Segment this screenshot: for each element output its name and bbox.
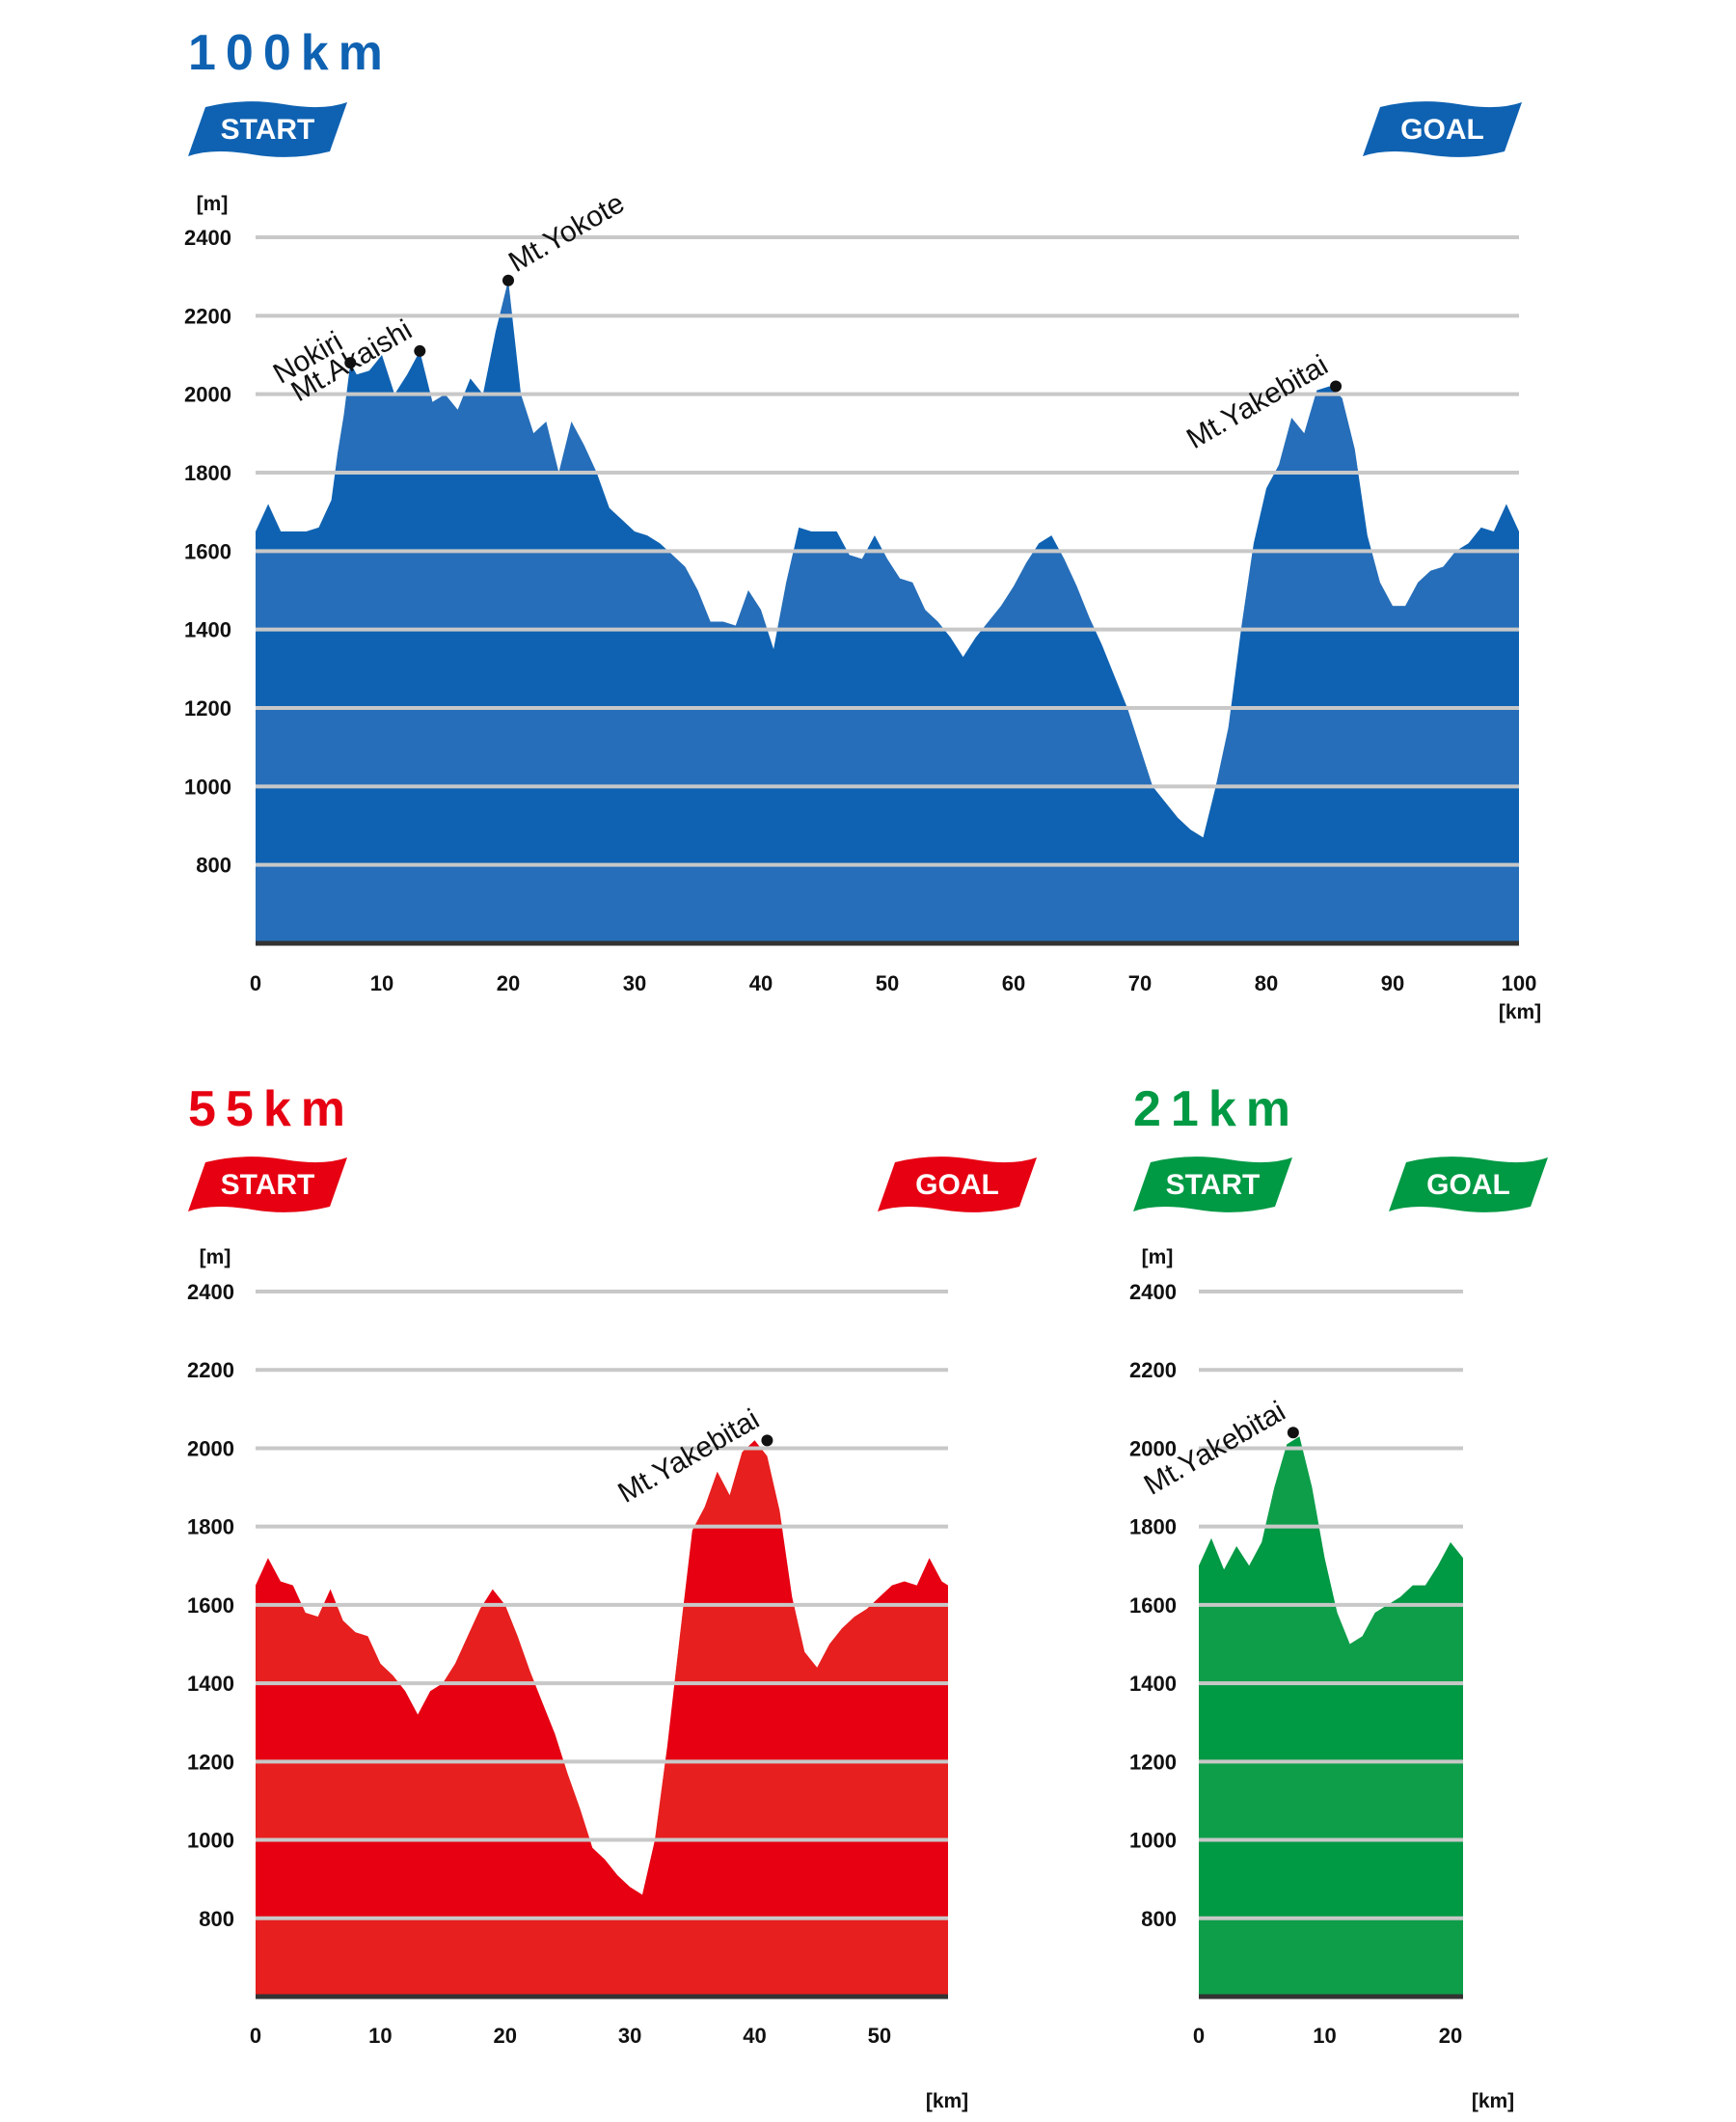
- x-tick-label: 10: [1313, 2024, 1336, 2048]
- y-tick-label: 2200: [187, 1358, 234, 1382]
- x-unit-label: [km]: [1472, 2090, 1514, 2112]
- x-tick-label: 100: [1502, 971, 1537, 995]
- y-tick-label: 800: [199, 1907, 234, 1931]
- chart-title: 21km: [1133, 1081, 1300, 1137]
- y-tick-label: 800: [196, 854, 231, 878]
- x-tick-label: 50: [868, 2024, 891, 2048]
- x-tick-label: 10: [370, 971, 393, 995]
- y-tick-label: 2000: [1129, 1436, 1177, 1460]
- chart-title: 100km: [188, 25, 393, 81]
- y-tick-label: 800: [1141, 1907, 1177, 1931]
- y-tick-label: 1400: [187, 1672, 234, 1696]
- x-unit-label: [km]: [926, 2090, 968, 2112]
- x-tick-label: 20: [497, 971, 520, 995]
- y-tick-label: 2200: [184, 304, 231, 328]
- x-tick-label: 0: [250, 971, 261, 995]
- y-tick-label: 1200: [187, 1750, 234, 1774]
- peak-marker: [502, 274, 514, 286]
- y-tick-label: 2400: [1129, 1280, 1177, 1304]
- start-flag: [1133, 1156, 1292, 1212]
- y-tick-label: 1400: [184, 618, 231, 642]
- y-tick-label: 1000: [184, 775, 231, 799]
- x-tick-label: 0: [250, 2024, 261, 2048]
- x-tick-label: 40: [749, 971, 773, 995]
- x-tick-label: 60: [1002, 971, 1025, 995]
- x-tick-label: 20: [1439, 2024, 1462, 2048]
- goal-label: GOAL: [1400, 114, 1484, 146]
- y-tick-label: 1200: [1129, 1750, 1177, 1774]
- x-tick-label: 40: [743, 2024, 766, 2048]
- start-label: START: [221, 114, 315, 146]
- y-tick-label: 2000: [184, 383, 231, 407]
- peak-marker: [1330, 380, 1343, 393]
- y-tick-label: 1600: [187, 1593, 234, 1618]
- y-tick-label: 1800: [1129, 1515, 1177, 1539]
- peak-marker: [1287, 1427, 1299, 1439]
- y-tick-label: 1400: [1129, 1672, 1177, 1696]
- y-unit-label: [m]: [1142, 1246, 1174, 1268]
- chart-title: 55km: [188, 1081, 355, 1137]
- y-tick-label: 1200: [184, 696, 231, 721]
- goal-flag: [878, 1156, 1037, 1212]
- chart-2: 21km START GOAL 800 1000 1200 1400 1600 1800 2000…: [1129, 1081, 1548, 2112]
- x-tick-label: 50: [876, 971, 899, 995]
- start-flag: [188, 1156, 347, 1212]
- y-tick-label: 1600: [1129, 1593, 1177, 1618]
- x-tick-label: 90: [1381, 971, 1404, 995]
- elevation-area: [256, 1440, 948, 1997]
- y-tick-label: 2200: [1129, 1358, 1177, 1382]
- y-tick-label: 2000: [187, 1436, 234, 1460]
- goal-label: GOAL: [915, 1169, 999, 1201]
- start-label: START: [1166, 1169, 1261, 1201]
- x-tick-label: 30: [618, 2024, 641, 2048]
- x-tick-label: 30: [623, 971, 646, 995]
- x-tick-label: 70: [1128, 971, 1152, 995]
- elevation-area: [1199, 1436, 1463, 1997]
- start-flag: [188, 101, 347, 157]
- y-tick-label: 1000: [1129, 1829, 1177, 1853]
- y-tick-label: 2400: [184, 226, 231, 250]
- x-tick-label: 0: [1193, 2024, 1205, 2048]
- start-label: START: [221, 1169, 315, 1201]
- y-tick-label: 1000: [187, 1829, 234, 1853]
- goal-flag: [1389, 1156, 1548, 1212]
- x-tick-label: 10: [368, 2024, 392, 2048]
- peak-marker: [414, 344, 426, 357]
- peak-marker: [761, 1434, 773, 1447]
- x-tick-label: 80: [1255, 971, 1278, 995]
- chart-1: 55km START GOAL 800 1000 1200 1400 1600 1800 2000…: [187, 1081, 1037, 2112]
- peak-marker: [344, 357, 357, 369]
- y-tick-label: 2400: [187, 1280, 234, 1304]
- peak-label: Mt.Yokote: [503, 187, 630, 279]
- y-unit-label: [m]: [197, 193, 229, 215]
- y-tick-label: 1800: [187, 1515, 234, 1539]
- x-unit-label: [km]: [1499, 1001, 1541, 1023]
- goal-flag: [1363, 101, 1522, 157]
- x-tick-label: 20: [493, 2024, 516, 2048]
- y-unit-label: [m]: [200, 1246, 231, 1268]
- y-tick-label: 1600: [184, 539, 231, 563]
- goal-label: GOAL: [1426, 1169, 1510, 1201]
- y-tick-label: 1800: [184, 461, 231, 485]
